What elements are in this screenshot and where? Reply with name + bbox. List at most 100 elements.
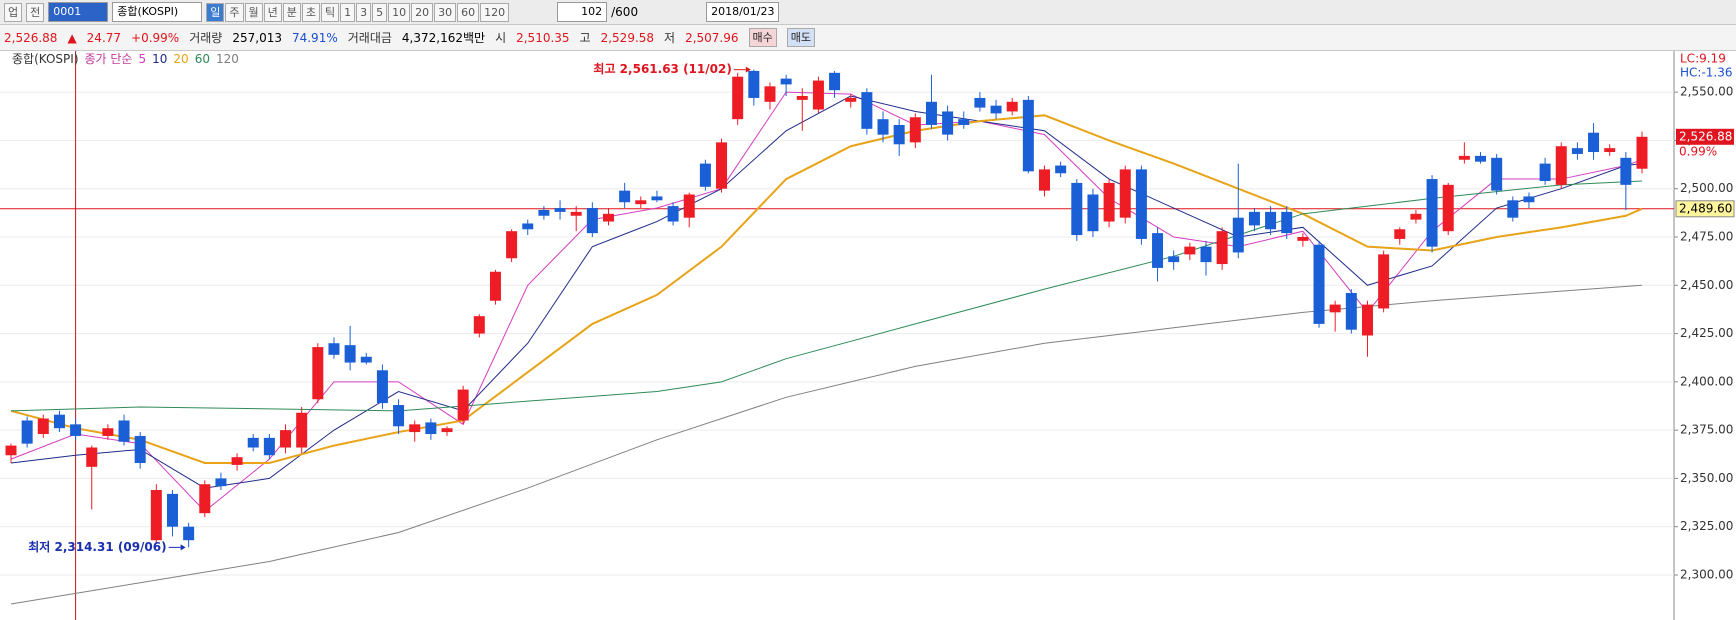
candle-body [667,206,679,222]
candle-body [199,484,211,514]
crosshair-box [1675,200,1735,218]
period-button[interactable]: 분 [282,2,301,22]
y-tick-label: 2,300.00 [1680,567,1733,581]
y-tick-label: 2,425.00 [1680,326,1733,340]
period-button[interactable]: 1 [340,2,356,22]
candle-body [602,213,614,222]
candle-body [1200,246,1212,263]
candle-body [893,124,905,145]
y-tick-label: 2,500.00 [1680,181,1733,195]
period-button[interactable]: 10 [388,2,411,22]
y-tick-label: 2,550.00 [1680,85,1733,99]
candle-body [134,435,146,463]
period-button[interactable]: 5 [372,2,388,22]
candle-body [1103,182,1115,222]
ma-line [10,114,1643,464]
candle-body [1345,293,1357,330]
buy-button[interactable]: 매수 [748,28,777,47]
candle-body [1636,136,1648,169]
candle-body [1410,213,1422,220]
y-tick-label: 2,475.00 [1680,229,1733,243]
candle-body [909,117,921,143]
candle-body [1507,200,1519,218]
period-button[interactable]: 주 [225,2,244,22]
sell-button[interactable]: 매도 [786,28,816,47]
candle-body [1168,256,1180,263]
candle-body [1184,246,1196,255]
period-button[interactable]: 120 [480,2,510,22]
chart: 2,300.00 2,325.00 2,350.00 2,375.00 2,400.00… [0,51,1736,620]
open: 2,510.35 [516,30,570,45]
candle-body [102,428,114,436]
period-button[interactable]: 일 [206,2,225,22]
lc-label: LC:9.19 [1680,52,1726,66]
candle-body [845,97,857,102]
count-input[interactable]: 102 [557,2,608,22]
period-button[interactable]: 초 [301,2,320,22]
open-label: 시 [495,31,507,45]
period-button[interactable]: 60 [457,2,480,22]
candle-body [586,208,598,234]
period-buttons: 일 주 월 년 분 초 틱 1 3 5 10 20 30 60 120 [206,2,510,22]
last-price-label: 2,526.88 [1679,129,1732,143]
candle-body [974,97,986,108]
candle-body [1475,155,1487,162]
period-button[interactable]: 20 [411,2,434,22]
candle-body [732,76,744,120]
candle-body [1232,217,1244,253]
candle-body [1571,148,1583,154]
candle-body [506,231,518,259]
candle-body [1216,231,1228,265]
candle-body [990,105,1002,114]
candle-body [5,445,17,456]
market-select[interactable]: 업 [4,2,23,22]
candle-body [1491,157,1503,191]
candle-body [1523,196,1535,203]
candle-body [1458,155,1470,160]
candle-body [1135,169,1147,239]
last-change-label: 0.99% [1679,144,1717,158]
period-button[interactable]: 3 [356,2,372,22]
candle-body [651,196,663,201]
y-tick-label: 2,350.00 [1680,471,1733,485]
candle-body [344,345,356,363]
period-button[interactable]: 30 [434,2,457,22]
candle-body [425,422,437,435]
volume-pct: 74.91% [291,30,338,45]
candle-body [53,414,65,429]
annotation: 최고 2,561.63 (11/02) [593,61,731,76]
period-button[interactable]: 틱 [321,2,340,22]
y-tick-label: 2,325.00 [1680,519,1733,533]
arrow: ▲ [67,30,77,45]
amount: 4,372,162백만 [401,31,486,45]
candle-body [393,405,405,427]
period-button[interactable]: 월 [244,2,263,22]
annotation-head [180,544,186,551]
scope-select[interactable]: 전 [26,2,45,22]
candle-body [812,80,824,110]
max-count: /600 [611,5,639,19]
candle-body [1006,101,1018,112]
candle-body [683,194,695,218]
legend-entry: 120 [216,52,239,66]
candle-body [1588,132,1600,153]
candle-body [118,420,130,442]
candle-body [635,200,647,205]
period-button[interactable]: 년 [263,2,282,22]
candle-body [1426,179,1438,247]
last-price-box [1676,128,1734,145]
candle-body [958,119,970,125]
candle-body [699,163,711,187]
name-input[interactable]: 종합(KOSPI) [112,2,203,22]
legend-ma-label: 종가 단순 [85,52,133,66]
candle-body [1539,163,1551,181]
candle-body [473,316,485,334]
legend-entry: 10 [152,52,167,66]
code-input[interactable]: 0001 [48,2,109,22]
candle-body [861,92,873,129]
low: 2,507.96 [685,30,739,45]
candle-body [1329,304,1341,313]
date-input[interactable]: 2018/01/23 [706,2,780,22]
candle-body [376,370,388,404]
candle-body [1248,211,1260,226]
